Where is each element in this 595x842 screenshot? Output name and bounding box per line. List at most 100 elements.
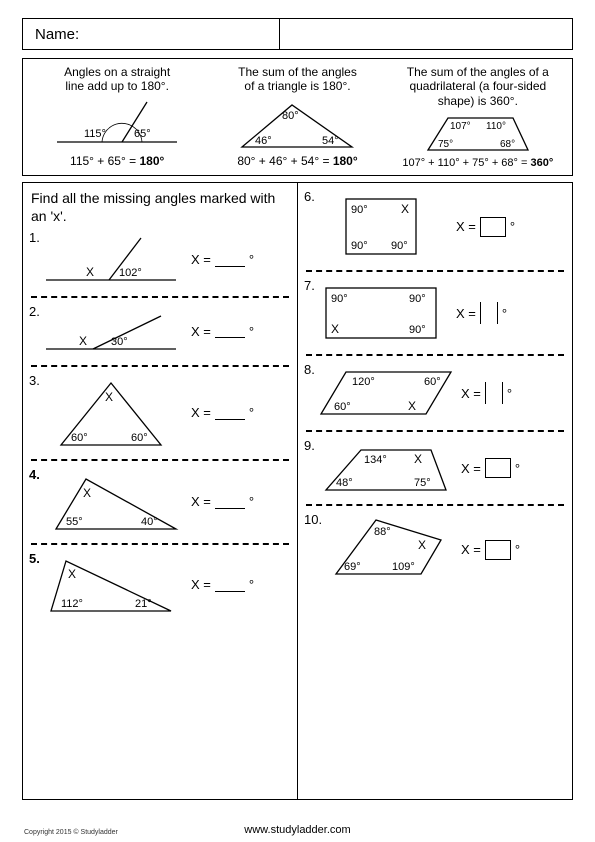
svg-text:102°: 102° — [119, 267, 142, 279]
answer-blank[interactable] — [215, 406, 245, 420]
svg-text:60°: 60° — [131, 432, 148, 444]
problem-4-diagram: X 55° 40° — [31, 467, 191, 537]
problem-5: 5. X 112° 21° X = ° — [31, 551, 289, 619]
rule-straight-line: Angles on a straight line add up to 180°… — [27, 65, 207, 169]
svg-text:90°: 90° — [409, 293, 426, 305]
problem-4-answer[interactable]: X = ° — [191, 494, 254, 509]
rule1-eq-lhs: 115° + 65° = — [70, 154, 136, 168]
x-equals-label: X = — [461, 386, 481, 401]
rule3-line1: The sum of the angles of a — [407, 65, 549, 79]
rule-triangle: The sum of the angles of a triangle is 1… — [207, 65, 387, 169]
svg-text:68°: 68° — [500, 139, 515, 150]
rule1-eq-rhs: 180° — [139, 154, 164, 168]
problem-5-answer[interactable]: X = ° — [191, 577, 254, 592]
name-label: Name: — [35, 26, 79, 43]
svg-text:21°: 21° — [135, 598, 152, 610]
problem-2-diagram: X 30° — [31, 304, 191, 359]
problem-7-answer[interactable]: X = ° — [456, 302, 507, 324]
rule2-diagram: 80° 46° 54° — [217, 97, 377, 152]
svg-text:65°: 65° — [134, 128, 151, 140]
problem-1: 1. X 102° X = ° — [31, 230, 289, 290]
degree-symbol: ° — [510, 219, 515, 234]
problem-10: 10. 88° X 69° 109° X = ° — [306, 512, 564, 587]
separator — [31, 365, 289, 367]
degree-symbol: ° — [507, 386, 512, 401]
svg-text:30°: 30° — [111, 336, 128, 348]
svg-text:109°: 109° — [392, 561, 415, 573]
svg-text:107°: 107° — [450, 121, 471, 132]
rule3-line2: quadrilateral (a four-sided — [409, 79, 546, 93]
problem-2-answer[interactable]: X = ° — [191, 324, 254, 339]
degree-symbol: ° — [515, 542, 520, 557]
name-field[interactable]: Name: — [22, 18, 573, 50]
svg-text:90°: 90° — [391, 240, 408, 252]
problem-7-diagram: 90° 90° X 90° — [306, 278, 456, 348]
degree-symbol: ° — [502, 306, 507, 321]
problem-8-diagram: 120° 60° 60° X — [306, 362, 461, 424]
svg-text:X: X — [401, 202, 409, 216]
problem-4-number: 4. — [29, 467, 40, 482]
left-column: Find all the missing angles marked with … — [23, 183, 298, 799]
svg-text:60°: 60° — [71, 432, 88, 444]
answer-blank[interactable] — [215, 324, 245, 338]
svg-text:90°: 90° — [351, 240, 368, 252]
x-equals-label: X = — [461, 542, 481, 557]
x-equals-label: X = — [191, 252, 211, 267]
rule3-eq-lhs: 107° + 110° + 75° + 68° = — [402, 157, 527, 169]
degree-symbol: ° — [249, 494, 254, 509]
rule1-line1: Angles on a straight — [64, 65, 170, 79]
problem-9-answer[interactable]: X = ° — [461, 458, 520, 478]
separator — [31, 543, 289, 545]
problem-3-answer[interactable]: X = ° — [191, 405, 254, 420]
problem-5-number: 5. — [29, 551, 40, 566]
problem-9-diagram: 134° X 48° 75° — [306, 438, 461, 498]
problem-2: 2. X 30° X = ° — [31, 304, 289, 359]
problem-1-answer[interactable]: X = ° — [191, 252, 254, 267]
answer-blank[interactable] — [485, 458, 511, 478]
rule1-line2: line add up to 180°. — [65, 79, 169, 93]
svg-text:120°: 120° — [352, 376, 375, 388]
problem-9: 9. 134° X 48° 75° X = ° — [306, 438, 564, 498]
x-equals-label: X = — [191, 405, 211, 420]
svg-text:60°: 60° — [334, 401, 351, 413]
answer-blank[interactable] — [215, 495, 245, 509]
problem-9-number: 9. — [304, 438, 315, 453]
answer-blank[interactable] — [480, 217, 506, 237]
svg-text:X: X — [408, 399, 416, 413]
svg-text:46°: 46° — [255, 135, 272, 147]
separator — [306, 430, 564, 432]
problem-10-number: 10. — [304, 512, 322, 527]
x-equals-label: X = — [456, 306, 476, 321]
answer-blank[interactable] — [215, 578, 245, 592]
problem-7-number: 7. — [304, 278, 315, 293]
problem-10-diagram: 88° X 69° 109° — [306, 512, 461, 587]
rule1-diagram: 115° 65° — [42, 97, 192, 152]
rule2-line1: The sum of the angles — [238, 65, 357, 79]
problem-3-diagram: X 60° 60° — [31, 373, 191, 453]
problem-2-number: 2. — [29, 304, 40, 319]
separator — [306, 504, 564, 506]
answer-blank[interactable] — [485, 540, 511, 560]
rule-quadrilateral: The sum of the angles of a quadrilateral… — [388, 65, 568, 169]
problem-10-answer[interactable]: X = ° — [461, 540, 520, 560]
svg-text:X: X — [331, 322, 339, 336]
degree-symbol: ° — [249, 405, 254, 420]
problem-5-diagram: X 112° 21° — [31, 551, 191, 619]
separator — [31, 296, 289, 298]
problem-4: 4. X 55° 40° X = ° — [31, 467, 289, 537]
svg-text:75°: 75° — [438, 139, 453, 150]
svg-text:X: X — [79, 334, 87, 348]
answer-blank[interactable] — [215, 253, 245, 267]
rule3-line3: shape) is 360°. — [438, 94, 518, 108]
problem-7: 7. 90° 90° X 90° X = ° — [306, 278, 564, 348]
problem-3: 3. X 60° 60° X = ° — [31, 373, 289, 453]
x-equals-label: X = — [191, 494, 211, 509]
problem-8-answer[interactable]: X = ° — [461, 382, 512, 404]
svg-text:X: X — [83, 486, 91, 500]
svg-text:88°: 88° — [374, 526, 391, 538]
instruction: Find all the missing angles marked with … — [31, 189, 289, 225]
answer-blank[interactable] — [485, 382, 503, 404]
answer-blank[interactable] — [480, 302, 498, 324]
footer-url: www.studyladder.com — [0, 824, 595, 836]
problem-6-answer[interactable]: X = ° — [456, 217, 515, 237]
